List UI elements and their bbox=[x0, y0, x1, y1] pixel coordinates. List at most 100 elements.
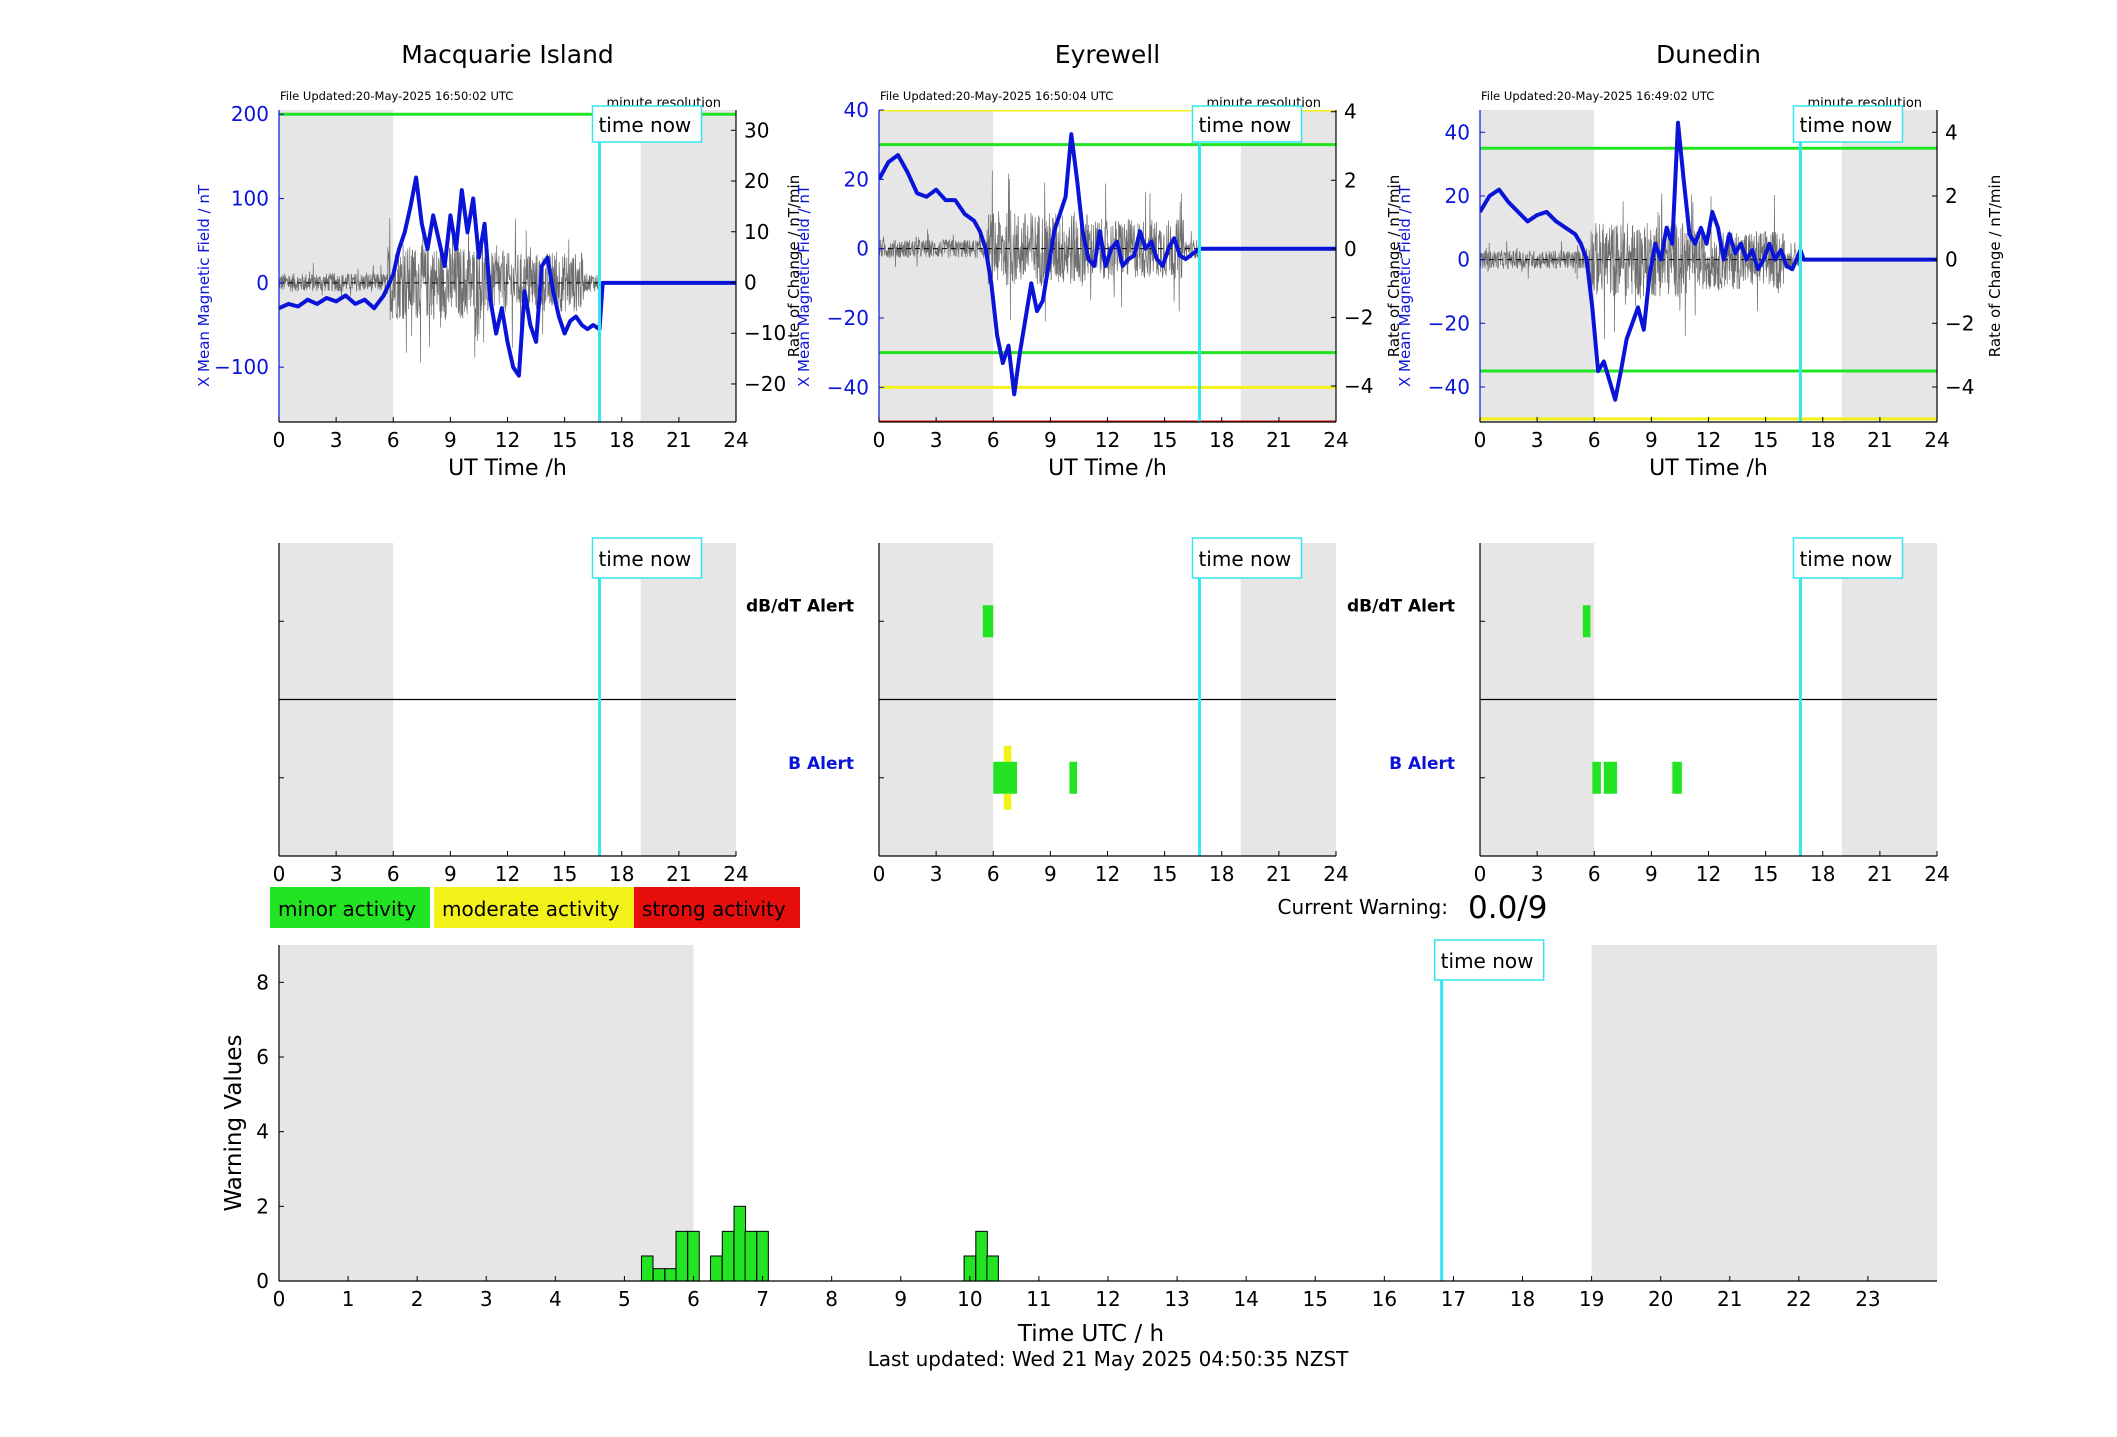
x-tick-label: 3 bbox=[1531, 428, 1544, 452]
x-tick-label: 12 bbox=[1696, 862, 1721, 886]
x-tick-label: 15 bbox=[1152, 862, 1177, 886]
x-tick-label: 0 bbox=[1474, 428, 1487, 452]
y-right-tick-label: 2 bbox=[1945, 184, 1958, 208]
x-tick-label: 18 bbox=[1810, 428, 1835, 452]
x-tick-label: 12 bbox=[1095, 1287, 1120, 1311]
warning-bar bbox=[733, 1205, 747, 1282]
warning-bar bbox=[721, 1230, 735, 1282]
x-tick-label: 21 bbox=[1266, 862, 1291, 886]
y-right-tick-label: 4 bbox=[1344, 100, 1357, 124]
y-tick-label: 100 bbox=[231, 187, 269, 211]
x-tick-label: 0 bbox=[273, 428, 286, 452]
y-tick-label: 0 bbox=[256, 1269, 269, 1293]
legend-swatch-minor bbox=[270, 887, 430, 928]
station-panel: Eyrewell File Updated:20-May-2025 16:50:0… bbox=[795, 40, 1403, 481]
x-tick-label: 18 bbox=[1209, 428, 1234, 452]
x-tick-label: 3 bbox=[1531, 862, 1544, 886]
y-tick-label: −20 bbox=[1428, 311, 1470, 335]
x-tick-label: 24 bbox=[1323, 428, 1348, 452]
x-tick-label: 15 bbox=[1152, 428, 1177, 452]
dbdt-alert-label: dB/dT Alert bbox=[746, 596, 854, 616]
x-tick-label: 15 bbox=[1753, 428, 1778, 452]
x-tick-label: 24 bbox=[723, 428, 748, 452]
time-now-label: time now bbox=[1799, 113, 1892, 137]
night-shading bbox=[1240, 110, 1336, 422]
time-now-label: time now bbox=[1441, 949, 1534, 973]
b-alert-bar bbox=[1592, 761, 1601, 794]
station-title: Dunedin bbox=[1656, 40, 1761, 69]
x-tick-label: 21 bbox=[666, 862, 691, 886]
b-alert-bar bbox=[1003, 745, 1012, 762]
y-tick-label: 0 bbox=[856, 237, 869, 261]
warning-bar bbox=[986, 1255, 999, 1282]
y-tick-label: −40 bbox=[827, 375, 869, 399]
x-tick-label: 14 bbox=[1233, 1287, 1258, 1311]
y-right-tick-label: −2 bbox=[1344, 305, 1373, 329]
legend-label-strong: strong activity bbox=[642, 897, 786, 921]
b-alert-label: B Alert bbox=[788, 754, 854, 774]
x-tick-label: 6 bbox=[687, 1287, 700, 1311]
warning-bar bbox=[664, 1268, 677, 1282]
x-tick-label: 18 bbox=[1510, 1287, 1535, 1311]
x-tick-label: 9 bbox=[1645, 428, 1658, 452]
file-updated: File Updated:20-May-2025 16:50:02 UTC bbox=[280, 89, 513, 103]
y-right-tick-label: −2 bbox=[1945, 311, 1974, 335]
x-tick-label: 24 bbox=[1323, 862, 1348, 886]
b-alert-bar bbox=[1603, 761, 1618, 794]
alert-panel: time now 0 3 6 9 12 15 18 21 24 bbox=[273, 537, 749, 886]
y-right-tick-label: 10 bbox=[744, 220, 769, 244]
x-tick-label: 21 bbox=[1867, 428, 1892, 452]
x-tick-label: 13 bbox=[1164, 1287, 1189, 1311]
x-axis-label: UT Time /h bbox=[448, 456, 567, 481]
time-now-label: time now bbox=[598, 113, 691, 137]
x-tick-label: 24 bbox=[1924, 428, 1949, 452]
y-tick-label: 20 bbox=[1445, 184, 1470, 208]
time-now-label: time now bbox=[598, 547, 691, 571]
x-tick-label: 9 bbox=[894, 1287, 907, 1311]
x-tick-label: 5 bbox=[618, 1287, 631, 1311]
y-right-axis-label: Rate of Change / nT/min bbox=[1385, 175, 1403, 357]
time-now-label: time now bbox=[1198, 547, 1291, 571]
x-tick-label: 0 bbox=[273, 862, 286, 886]
x-tick-label: 7 bbox=[756, 1287, 769, 1311]
y-tick-label: 4 bbox=[256, 1120, 269, 1144]
y-right-tick-label: 4 bbox=[1945, 120, 1958, 144]
warning-bar bbox=[687, 1230, 700, 1282]
x-tick-label: 9 bbox=[444, 428, 457, 452]
x-tick-label: 19 bbox=[1579, 1287, 1604, 1311]
y-axis-label: X Mean Magnetic Field / nT bbox=[1396, 184, 1414, 387]
legend-label-minor: minor activity bbox=[278, 897, 416, 921]
x-tick-label: 21 bbox=[1717, 1287, 1742, 1311]
warning-bar bbox=[675, 1230, 689, 1282]
y-tick-label: 0 bbox=[256, 271, 269, 295]
x-tick-label: 15 bbox=[1303, 1287, 1328, 1311]
station-panel: Macquarie Island File Updated:20-May-2025… bbox=[195, 40, 803, 481]
y-tick-label: 8 bbox=[256, 970, 269, 994]
y-tick-label: −20 bbox=[827, 306, 869, 330]
magnetic-field-series bbox=[1480, 120, 1937, 402]
warning-bar bbox=[640, 1255, 654, 1282]
file-updated: File Updated:20-May-2025 16:49:02 UTC bbox=[1481, 89, 1714, 103]
time-now-box bbox=[591, 537, 703, 579]
x-tick-label: 15 bbox=[552, 428, 577, 452]
time-now-label: time now bbox=[1799, 547, 1892, 571]
time-now-box bbox=[1191, 105, 1303, 143]
y-right-tick-label: −20 bbox=[744, 372, 786, 396]
time-now-box bbox=[1792, 105, 1904, 143]
x-tick-label: 12 bbox=[495, 862, 520, 886]
y-right-tick-label: −4 bbox=[1344, 374, 1373, 398]
legend-swatch-moderate bbox=[434, 887, 634, 928]
legend-label-moderate: moderate activity bbox=[442, 897, 620, 921]
x-tick-label: 20 bbox=[1648, 1287, 1673, 1311]
time-now-box bbox=[591, 105, 703, 143]
x-tick-label: 3 bbox=[330, 862, 343, 886]
station-title: Eyrewell bbox=[1055, 40, 1160, 69]
x-tick-label: 3 bbox=[330, 428, 343, 452]
warning-bar bbox=[652, 1268, 666, 1282]
warning-bar bbox=[710, 1255, 723, 1282]
x-axis-label: UT Time /h bbox=[1048, 456, 1167, 481]
night-shading bbox=[279, 945, 694, 1281]
y-tick-label: 2 bbox=[256, 1194, 269, 1218]
